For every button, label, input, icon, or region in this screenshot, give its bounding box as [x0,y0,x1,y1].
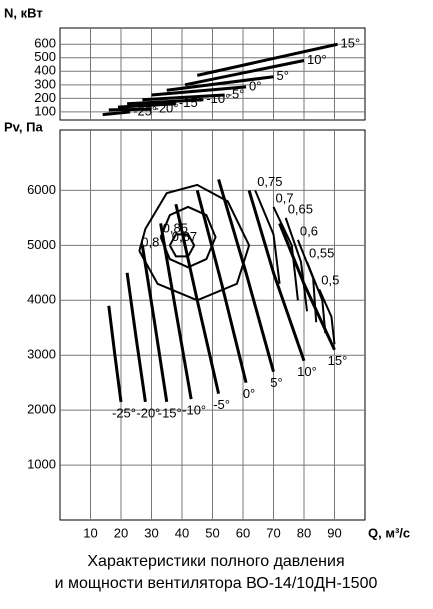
blade-angle-curve [217,179,275,373]
y-tick-label: 4000 [27,292,56,307]
y-tick-label: 500 [34,49,56,64]
efficiency-curve-label: 0,87 [172,229,197,244]
efficiency-curve-label: 0,6 [300,223,318,238]
x-tick-label: 80 [297,525,311,540]
blade-angle-curve [102,110,131,117]
efficiency-curve [284,217,309,312]
blade-angle-curve-label: 5° [270,375,282,390]
y-tick-label: 600 [34,36,56,51]
efficiency-curve-label: 0,65 [288,201,313,216]
blade-angle-curve [127,98,204,106]
efficiency-curve [318,288,336,345]
blade-angle-curve [107,305,123,403]
efficiency-curve [306,261,327,334]
blade-angle-curve-label: 10° [307,52,327,67]
blade-angle-curve-label: 0° [243,386,255,401]
y-tick-label: 6000 [27,182,56,197]
efficiency-curve [254,190,281,284]
y-tick-label: 300 [34,76,56,91]
y-tick-label: 3000 [27,347,56,362]
blade-angle-curve [166,75,274,92]
blade-angle-curve [140,245,169,403]
blade-angle-curve-label: 0° [249,78,261,93]
blade-angle-curve [184,59,305,87]
efficiency-curve-label: 0,85 [163,221,188,236]
blade-angle-curve [108,107,152,112]
x-tick-label: 10 [83,525,97,540]
blade-angle-curve [117,102,176,109]
blade-angle-curve-label: -25° [112,405,136,420]
y-tick-label: 1000 [27,457,56,472]
blade-angle-curve [159,223,193,400]
blade-angle-curve-label: -25° [133,103,157,118]
x-tick-label: 60 [236,525,250,540]
efficiency-curve-label: 0,75 [257,174,282,189]
blade-angle-curve [142,93,225,102]
blade-angle-curve-label: -10° [206,91,230,106]
efficiency-curve [168,233,196,258]
title-line: Характеристики полного давления [87,553,344,570]
y-tick-label: 400 [34,63,56,78]
x-tick-label: 90 [327,525,341,540]
blade-angle-curve-label: 15° [328,353,348,368]
blade-angle-curve-label: -5° [213,397,230,412]
efficiency-curve [159,205,217,269]
efficiency-curve [272,206,299,301]
x-tick-label: 70 [266,525,280,540]
blade-angle-curve-label: -5° [228,86,245,101]
y-tick-label: 100 [34,103,56,118]
blade-angle-curve-label: -20° [136,405,160,420]
efficiency-curve-label: 0,5 [321,273,339,288]
blade-angle-curve [247,189,306,362]
pressure-axis-label: Pv, Па [4,119,44,134]
power-axis-label: N, кВт [4,5,43,20]
blade-angle-curve-label: 15° [341,36,361,51]
blade-angle-curve [125,272,147,403]
x-tick-label: 30 [144,525,158,540]
blade-angle-curve-label: -10° [182,403,206,418]
x-tick-label: 50 [205,525,219,540]
title-line: и мощности вентилятора ВО-14/10ДН-1500 [55,575,378,592]
blade-angle-curve-label: 5° [277,68,289,83]
blade-angle-curve [195,190,248,384]
y-tick-label: 200 [34,90,56,105]
y-tick-label: 5000 [27,237,56,252]
x-axis-label: Q, м³/с [368,525,410,540]
blade-angle-curve-label: -15° [158,405,182,420]
blade-angle-curve-label: -20° [155,101,179,116]
x-tick-label: 40 [175,525,189,540]
y-tick-label: 2000 [27,402,56,417]
efficiency-curve-label: 0,55 [309,245,334,260]
x-tick-label: 20 [114,525,128,540]
blade-angle-curve [196,42,338,77]
blade-angle-curve-label: -15° [179,95,203,110]
blade-angle-curve-label: 10° [297,364,317,379]
efficiency-curve-label: 0,8 [141,234,159,249]
blade-angle-curve [151,85,247,97]
efficiency-curve [138,183,251,302]
efficiency-curve-label: 0,7 [276,190,294,205]
